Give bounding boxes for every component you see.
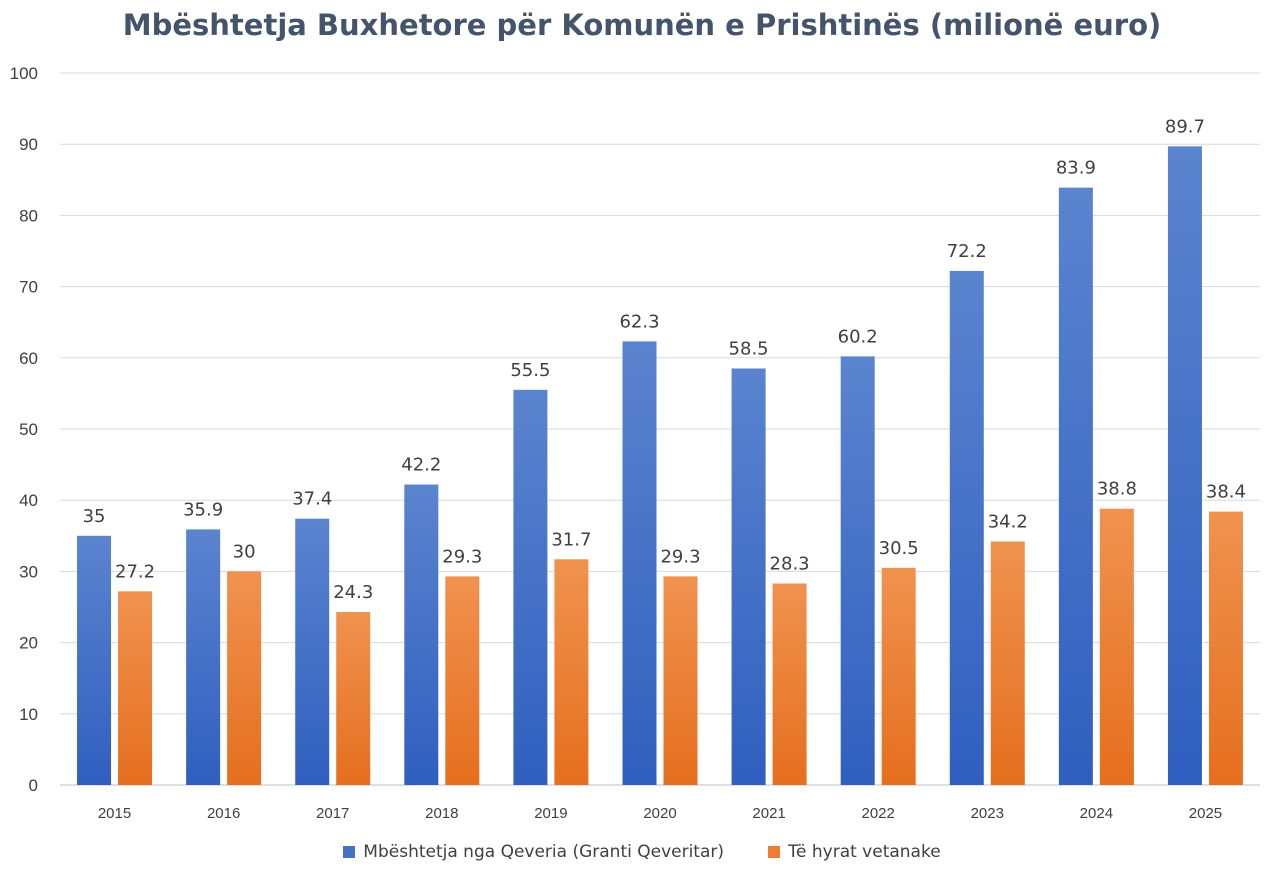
data-label: 35	[83, 506, 106, 527]
bar-granti-2024	[1058, 187, 1093, 785]
bar-te-hyrat-2024	[1099, 508, 1134, 785]
bar-granti-2022	[840, 356, 875, 785]
x-tick-label: 2022	[861, 805, 894, 822]
y-tick-label: 20	[19, 634, 38, 653]
data-label: 83.9	[1056, 158, 1096, 179]
bar-granti-2018	[404, 484, 439, 785]
bar-te-hyrat-2022	[881, 567, 916, 785]
y-axis-ticks: 0 10 20 30 40 50 60 70 80 90 100	[10, 64, 38, 795]
bar-te-hyrat-2023	[990, 541, 1025, 785]
bar-granti-2021	[731, 368, 766, 785]
bar-granti-2015	[77, 535, 112, 785]
x-tick-label: 2024	[1080, 805, 1113, 822]
bar-te-hyrat-2015	[118, 591, 153, 785]
data-label: 27.2	[115, 561, 155, 582]
data-label: 29.3	[660, 546, 700, 567]
legend-item-series2: Të hyrat vetanake	[768, 842, 941, 862]
x-tick-label: 2025	[1189, 805, 1222, 822]
x-tick-label: 2021	[752, 805, 785, 822]
data-label: 24.3	[333, 582, 373, 603]
x-axis-categories: 2015 2016 2017 2018 2019 2020 2021 2022 2023 2024…	[98, 805, 1222, 822]
bar-granti-2025	[1167, 146, 1202, 785]
data-label: 31.7	[551, 529, 591, 550]
x-tick-label: 2020	[643, 805, 676, 822]
x-tick-label: 2017	[316, 805, 349, 822]
bar-granti-2017	[295, 518, 330, 785]
y-tick-label: 60	[19, 349, 38, 368]
data-label: 62.3	[619, 311, 659, 332]
bar-granti-2019	[513, 389, 548, 785]
bar-granti-2023	[949, 270, 984, 785]
legend-label-series2: Të hyrat vetanake	[788, 842, 941, 862]
y-tick-label: 0	[29, 776, 38, 795]
data-label: 37.4	[292, 489, 332, 510]
legend-label-series1: Mbështetja nga Qeveria (Granti Qeveritar…	[363, 842, 725, 862]
data-label: 29.3	[442, 546, 482, 567]
legend-swatch-orange	[768, 846, 781, 858]
x-tick-label: 2016	[207, 805, 240, 822]
bar-te-hyrat-2017	[336, 611, 371, 785]
bar-te-hyrat-2016	[227, 571, 262, 785]
data-label: 28.3	[770, 554, 810, 575]
y-tick-label: 100	[10, 64, 38, 83]
bar-te-hyrat-2018	[445, 576, 480, 785]
data-label: 30	[233, 541, 256, 562]
data-label: 55.5	[510, 360, 550, 381]
y-tick-label: 30	[19, 562, 38, 581]
y-tick-label: 50	[19, 420, 38, 439]
data-label: 30.5	[879, 538, 919, 559]
legend-swatch-blue	[343, 846, 356, 858]
x-tick-label: 2018	[425, 805, 458, 822]
bar-te-hyrat-2020	[663, 576, 698, 785]
bar-granti-2016	[186, 529, 221, 785]
bar-te-hyrat-2021	[772, 583, 807, 785]
data-labels: 35 27.2 35.9 30 37.4 24.3 42.2 29.3 55.5 31.7 62.3…	[83, 116, 1246, 603]
bar-te-hyrat-2019	[554, 559, 589, 785]
y-tick-label: 70	[19, 278, 38, 297]
y-tick-label: 90	[19, 135, 38, 154]
data-label: 34.2	[988, 511, 1028, 532]
bar-granti-2020	[622, 341, 657, 785]
data-label: 72.2	[947, 241, 987, 262]
data-label: 38.8	[1097, 479, 1137, 500]
data-label: 60.2	[838, 326, 878, 347]
y-tick-label: 10	[19, 705, 38, 724]
bars	[77, 146, 1243, 785]
x-tick-label: 2023	[971, 805, 1004, 822]
y-tick-label: 80	[19, 206, 38, 225]
x-tick-label: 2015	[98, 805, 131, 822]
data-label: 42.2	[401, 455, 441, 476]
data-label: 58.5	[729, 338, 769, 359]
chart-title: Mbështetja Buxhetore për Komunën e Prish…	[122, 8, 1162, 42]
data-label: 89.7	[1165, 116, 1205, 137]
bar-te-hyrat-2025	[1208, 511, 1243, 785]
data-label: 38.4	[1206, 482, 1246, 503]
legend-item-series1: Mbështetja nga Qeveria (Granti Qeveritar…	[343, 842, 724, 862]
data-label: 35.9	[183, 499, 223, 520]
legend: Mbështetja nga Qeveria (Granti Qeveritar…	[0, 842, 1284, 862]
x-tick-label: 2019	[534, 805, 567, 822]
y-tick-label: 40	[19, 491, 38, 510]
